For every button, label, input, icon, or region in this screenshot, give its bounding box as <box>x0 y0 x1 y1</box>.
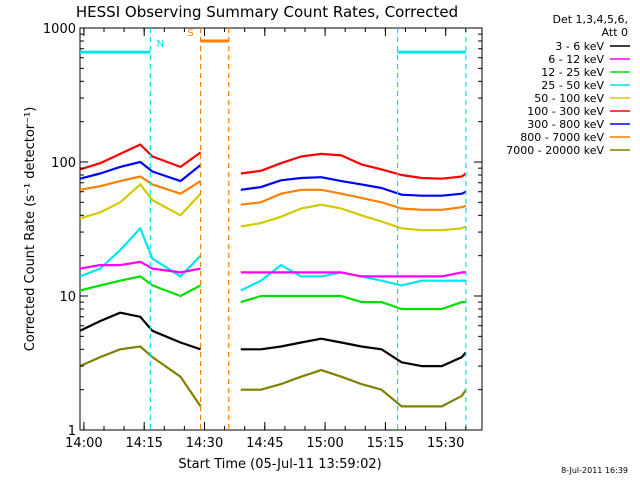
series-line <box>240 188 467 211</box>
legend-label: 100 - 300 keV <box>527 105 604 118</box>
series-line <box>79 143 202 171</box>
x-tick-label: 15:00 <box>306 436 343 451</box>
x-axis-label: Start Time (05-Jul-11 13:59:02) <box>178 457 381 472</box>
series-line <box>79 260 201 274</box>
legend-label: 6 - 12 keV <box>548 53 604 66</box>
series-line <box>240 337 467 368</box>
series-line <box>79 275 202 298</box>
legend-label: 25 - 50 keV <box>541 79 604 92</box>
y-tick-label: 100 <box>51 156 76 171</box>
x-tick-label: 15:30 <box>427 436 464 451</box>
series-layer <box>79 143 467 408</box>
series-line <box>240 294 466 311</box>
x-tick-label: 14:15 <box>125 436 162 451</box>
plot-frame <box>79 27 483 431</box>
flag-label: N <box>157 39 164 50</box>
chart-title: HESSI Observing Summary Count Rates, Cor… <box>76 3 458 21</box>
series-line <box>79 227 202 278</box>
x-tick-label: 14:30 <box>186 436 223 451</box>
series-line <box>240 271 466 278</box>
legend-label: 7000 - 20000 keV <box>506 144 604 157</box>
x-tick-label: 14:00 <box>65 436 102 451</box>
legend-label: 12 - 25 keV <box>541 66 604 79</box>
series-line <box>79 183 202 220</box>
legend-label: 3 - 6 keV <box>555 40 604 53</box>
series-line <box>79 311 201 351</box>
timestamp: 8-Jul-2011 16:39 <box>561 466 628 475</box>
flag-layer: NS <box>80 28 467 430</box>
x-axis: 14:00 14:15 14:30 14:45 15:00 15:15 15:30 <box>65 28 467 451</box>
y-tick-label: 1000 <box>43 22 76 37</box>
flag-label: S <box>187 28 193 39</box>
x-tick-label: 15:15 <box>367 436 404 451</box>
series-line <box>240 152 467 180</box>
x-tick-label: 14:45 <box>246 436 283 451</box>
series-line <box>240 369 467 408</box>
series-line <box>79 345 202 408</box>
y-tick-label: 10 <box>59 290 76 305</box>
legend-label: 300 - 800 keV <box>527 118 604 131</box>
legend-label: 800 - 7000 keV <box>520 131 604 144</box>
y-axis-label: Corrected Count Rate (s⁻¹ detector⁻¹) <box>23 107 38 352</box>
series-line <box>240 264 466 292</box>
series-line <box>240 203 467 232</box>
legend-label: 50 - 100 keV <box>534 92 604 105</box>
series-line <box>240 176 467 197</box>
legend-header: Det 1,3,4,5,6, <box>552 13 628 26</box>
series-line <box>79 160 202 183</box>
series-line <box>79 175 202 195</box>
legend-header: Att 0 <box>602 26 628 39</box>
y-tick-label: 1 <box>68 424 76 439</box>
